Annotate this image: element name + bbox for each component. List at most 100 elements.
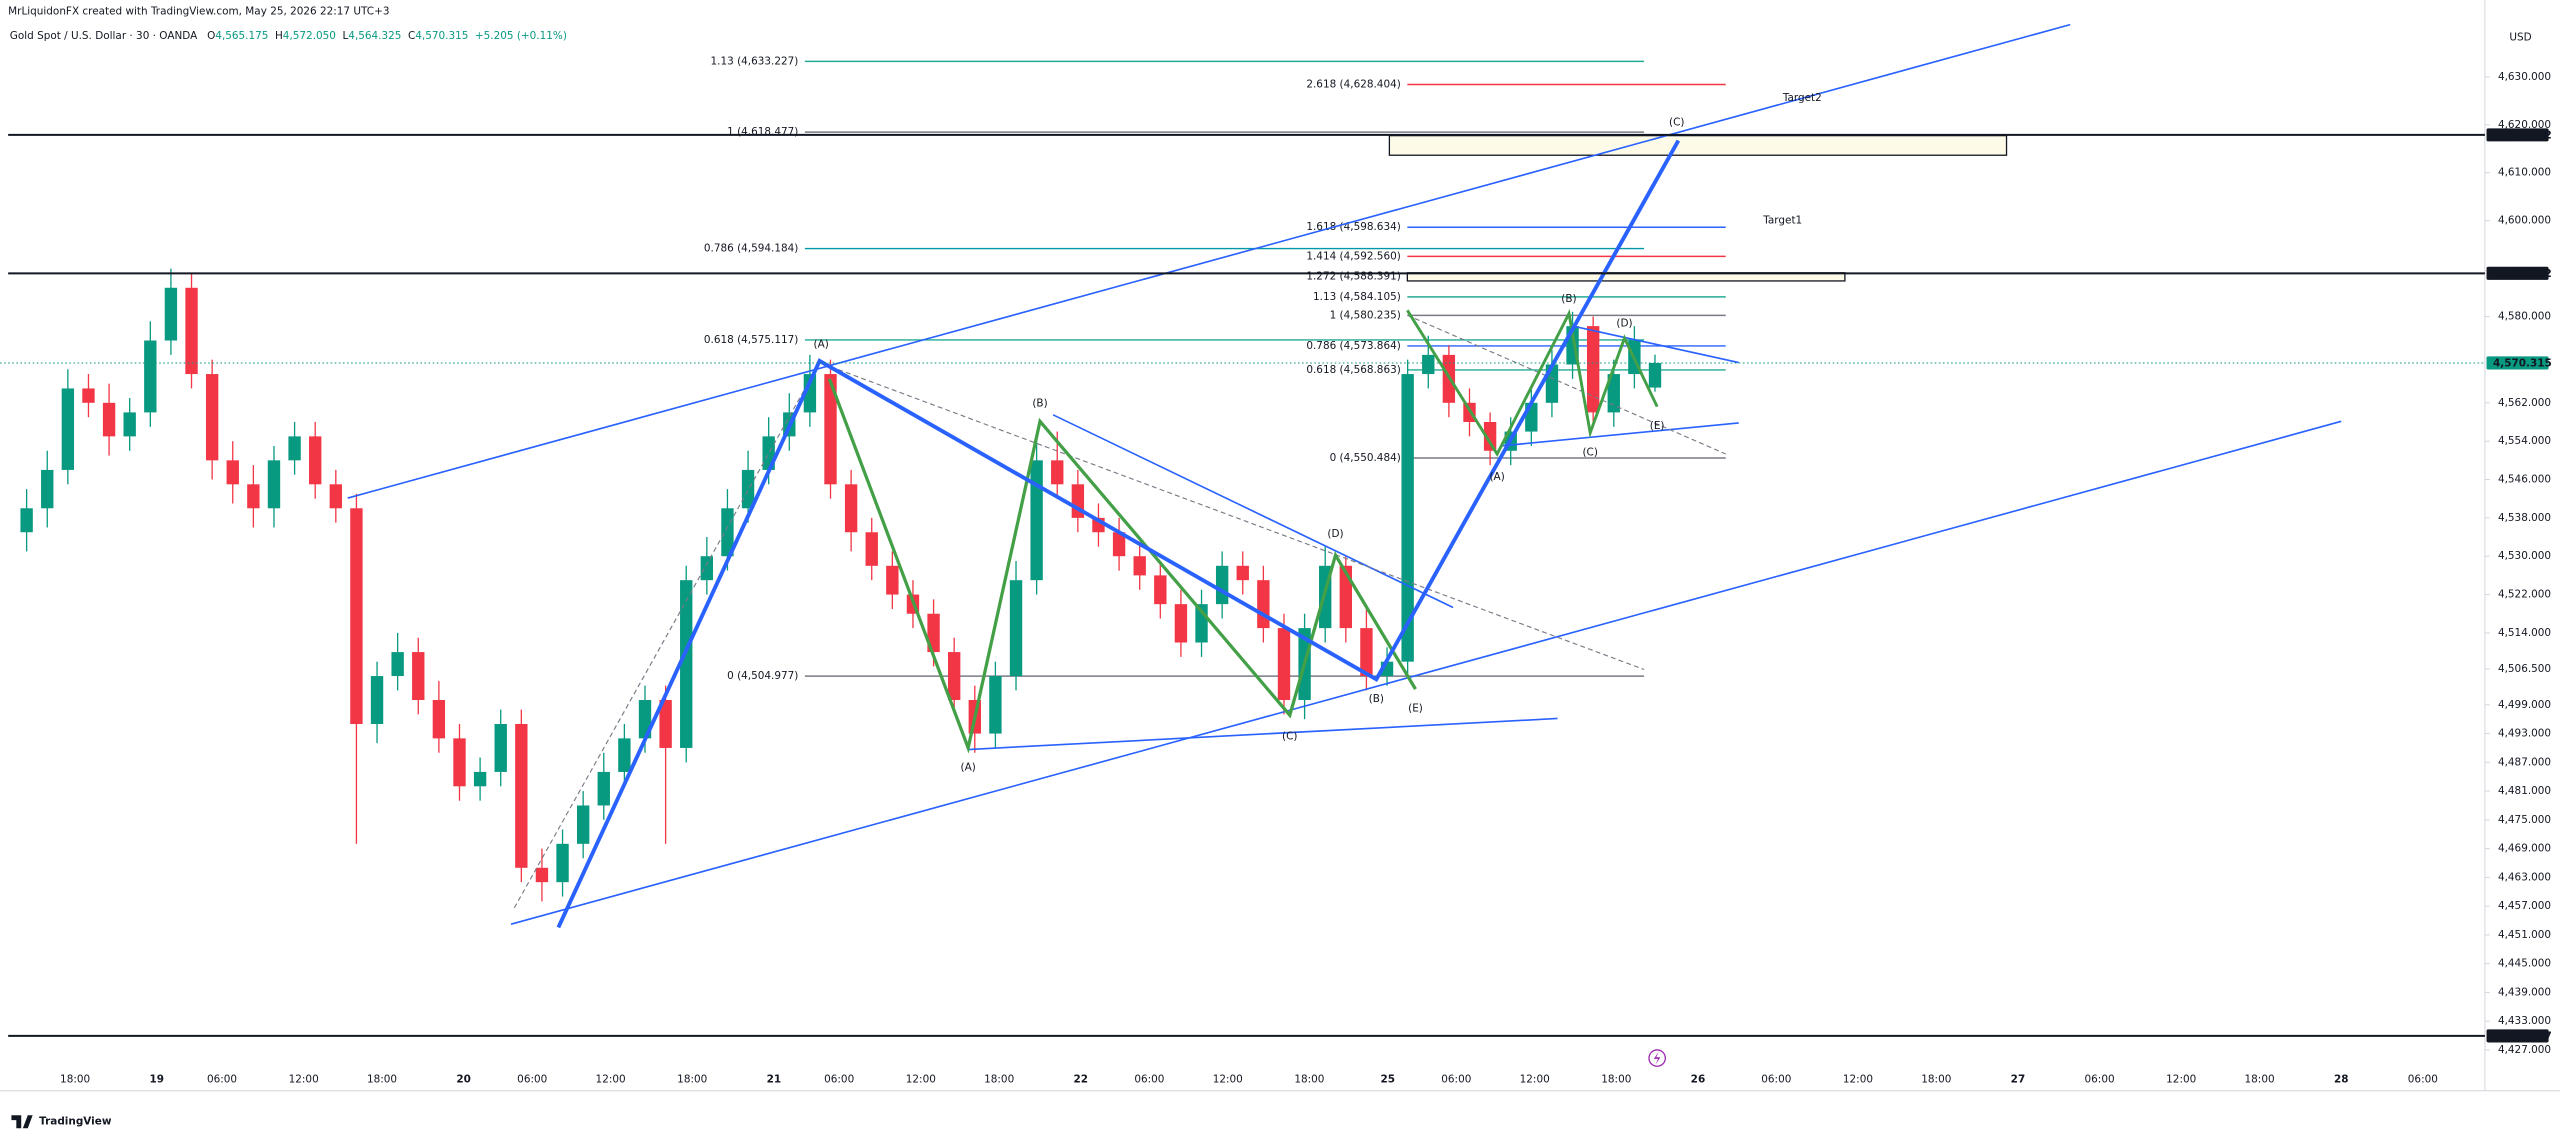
wave-label: (D) <box>1327 528 1343 540</box>
candle-body <box>576 805 590 844</box>
x-tick-label: 28 <box>2334 1073 2349 1085</box>
candle-body <box>1257 580 1270 629</box>
candle-body <box>102 402 116 437</box>
wave-label: (B) <box>1369 693 1384 705</box>
y-tick-label: 4,530.000 <box>2498 550 2551 562</box>
y-tick-label: 4,554.000 <box>2498 435 2551 447</box>
change: +5.205 (+0.11%) <box>475 30 567 42</box>
ohlc-value: 4,564.325 <box>348 30 401 42</box>
y-tick-label: 4,481.000 <box>2498 785 2551 797</box>
candle-body <box>927 613 940 653</box>
candle-body <box>185 287 198 375</box>
symbol: Gold Spot / U.S. Dollar · 30 · OANDA <box>10 30 198 42</box>
y-tick-label: 4,499.000 <box>2498 699 2551 711</box>
candle-body <box>391 652 404 677</box>
x-tick-label: 18:00 <box>60 1073 90 1085</box>
fib-label: 1.272 (4,588.391) <box>1306 270 1400 282</box>
candle-body <box>247 484 260 509</box>
x-tick-label: 06:00 <box>1761 1073 1791 1085</box>
x-tick-label: 25 <box>1380 1073 1395 1085</box>
candle-body <box>20 508 33 533</box>
x-tick-label: 19 <box>149 1073 164 1085</box>
event-icon-bolt <box>1653 1051 1661 1065</box>
ohlc-value: 4,565.175 <box>215 30 268 42</box>
fib-label: 1 (4,618.477) <box>727 126 798 138</box>
candle-body <box>1339 565 1352 629</box>
fib-trend-right <box>1407 314 1726 455</box>
candle-body <box>515 723 528 868</box>
last-price-box <box>2486 356 2549 370</box>
x-tick-label: 06:00 <box>1134 1073 1164 1085</box>
y-tick-label: 4,546.000 <box>2498 474 2551 486</box>
candle-body <box>865 532 878 566</box>
event-icon[interactable] <box>1648 1049 1666 1067</box>
candle-body <box>1277 628 1291 701</box>
wave-label: (A) <box>1489 471 1504 483</box>
candle-body <box>1422 354 1435 375</box>
y-tick-label: 4,630.000 <box>2498 71 2551 83</box>
last-price-label: 4,570.315 <box>2493 357 2552 369</box>
candle-body <box>41 469 54 509</box>
wave-triangle <box>827 378 1417 754</box>
small-triangle-upper <box>1575 325 1739 364</box>
candle-body <box>144 340 157 413</box>
y-tick-label: 4,620.000 <box>2498 119 2551 131</box>
x-tick-label: 18:00 <box>1921 1073 1951 1085</box>
wave-label: (B) <box>1032 397 1047 409</box>
x-tick-label: 18:00 <box>367 1073 397 1085</box>
x-tick-label: 06:00 <box>1441 1073 1471 1085</box>
y-tick-label: 4,451.000 <box>2498 929 2551 941</box>
logo-mark <box>11 1115 33 1129</box>
wave-label: (C) <box>1669 117 1684 129</box>
candle-body <box>226 460 239 485</box>
ohlc-key: H <box>275 30 283 42</box>
x-tick-label: 26 <box>1691 1073 1706 1085</box>
price-label: 4,429.927 <box>2493 1030 2552 1042</box>
candle-body <box>309 436 322 485</box>
y-tick-label: 4,433.000 <box>2498 1015 2551 1027</box>
target2-box <box>1388 134 2008 156</box>
triangle-upper <box>1052 414 1454 609</box>
x-tick-label: 18:00 <box>2245 1073 2275 1085</box>
wave-small-triangle <box>1406 309 1659 457</box>
fib-label: 1.13 (4,633.227) <box>711 55 799 67</box>
y-tick-label: 4,514.000 <box>2498 627 2551 639</box>
x-tick-label: 12:00 <box>1213 1073 1243 1085</box>
fib-label: 1.13 (4,584.105) <box>1313 291 1401 303</box>
candle-body <box>700 556 714 581</box>
y-tick-label: 4,427.000 <box>2498 1044 2551 1056</box>
candle-body <box>1133 556 1146 576</box>
x-tick-label: 06:00 <box>2085 1073 2115 1085</box>
candle-body <box>1112 532 1126 557</box>
fib-label: 0.618 (4,575.117) <box>704 334 798 346</box>
fib-label: 0 (4,504.977) <box>727 670 798 682</box>
candle-body <box>556 843 569 883</box>
ohlc-key: O <box>207 30 215 42</box>
candle-body <box>1360 628 1373 677</box>
fib-label: 2.618 (4,628.404) <box>1306 79 1400 91</box>
wave-label: (D) <box>1616 317 1632 329</box>
y-tick-label: 4,463.000 <box>2498 871 2551 883</box>
x-tick-label: 12:00 <box>906 1073 936 1085</box>
y-tick-label: 4,600.000 <box>2498 215 2551 227</box>
target-label: Target2 <box>1782 92 1822 104</box>
x-tick-label: 06:00 <box>2408 1073 2438 1085</box>
fib-label: 1.414 (4,592.560) <box>1306 250 1400 262</box>
candle-body <box>1586 326 1600 413</box>
ohlc-key: L <box>342 30 348 42</box>
price-label: 4,617.892 <box>2493 129 2552 141</box>
ohlc-key: C <box>408 30 415 42</box>
candle-body <box>494 723 507 772</box>
candle-body <box>350 508 363 724</box>
candle-body <box>989 676 1002 734</box>
x-tick-label: 12:00 <box>289 1073 319 1085</box>
candle-body <box>1009 580 1023 677</box>
candle-body <box>844 484 858 533</box>
candle-body <box>741 469 755 509</box>
x-tick-label: 27 <box>2011 1073 2026 1085</box>
x-tick-label: 21 <box>767 1073 782 1085</box>
y-tick-label: 4,457.000 <box>2498 900 2551 912</box>
y-tick-label: 4,487.000 <box>2498 756 2551 768</box>
triangle-lower <box>968 717 1558 751</box>
